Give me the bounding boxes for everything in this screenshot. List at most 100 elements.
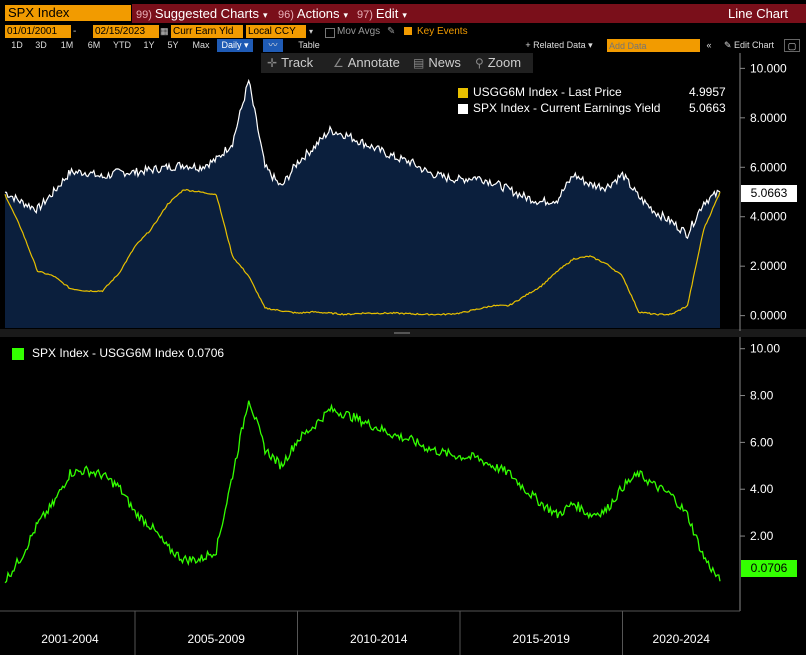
legend-swatch-treasury xyxy=(458,88,468,98)
timeframe-1m[interactable]: 1M xyxy=(60,40,74,50)
legend-swatch-earnings xyxy=(458,104,468,114)
caret-down-icon: ▾ xyxy=(262,10,268,20)
timeframe-bar: 1D 3D 1M 6M YTD 1Y 5Y Max Daily ▾ 〰 Tabl… xyxy=(0,39,806,53)
track-label: Track xyxy=(281,55,314,70)
y-tick-label: 2.00 xyxy=(750,529,774,543)
field-select[interactable]: Curr Earn Yld xyxy=(171,25,243,38)
date-separator: - xyxy=(73,26,77,37)
double-chevron-left-icon[interactable]: « xyxy=(706,40,712,50)
x-axis-label: 2005-2009 xyxy=(188,632,246,646)
daily-label: Daily xyxy=(221,40,242,50)
y-tick-label: 6.0000 xyxy=(750,160,787,174)
y-tick-label: 8.0000 xyxy=(750,111,787,125)
menu-suggested-charts[interactable]: 99) Suggested Charts ▾ xyxy=(136,4,276,23)
upper-legend: USGG6M Index - Last Price 4.9957 SPX Ind… xyxy=(452,83,735,120)
x-axis-label: 2001-2004 xyxy=(41,632,99,646)
add-data-input[interactable] xyxy=(607,39,700,52)
pencil-icon: ✎ xyxy=(723,40,732,50)
command-bar: SPX Index 99) Suggested Charts ▾ 96) Action… xyxy=(0,4,806,23)
key-events-label[interactable]: Key Events xyxy=(417,26,468,37)
upper-y-ticks: 10.000 8.0000 6.0000 4.0000 2.0000 0.0000 xyxy=(740,61,787,323)
menu-actions[interactable]: 96) Actions ▾ xyxy=(278,4,354,23)
menu-number: 97) xyxy=(357,9,373,21)
calendar-icon[interactable]: ▦ xyxy=(160,26,169,36)
legend-value-treasury: 4.9957 xyxy=(689,85,726,99)
upper-last-value: 5.0663 xyxy=(741,185,797,202)
checkbox-checked-icon[interactable] xyxy=(404,27,412,35)
y-tick-label: 8.00 xyxy=(750,389,774,403)
legend-label-treasury: USGG6M Index - Last Price xyxy=(473,85,622,99)
y-tick-label: 4.00 xyxy=(750,482,774,496)
spread-line xyxy=(4,400,721,584)
menu-number: 96) xyxy=(278,9,294,21)
y-tick-label: 4.0000 xyxy=(750,210,787,224)
start-date-field[interactable]: 01/01/2001 xyxy=(5,25,71,38)
spread-label-value: 0.0706 xyxy=(187,346,225,360)
timeframe-daily[interactable]: Daily ▾ xyxy=(217,39,253,52)
end-date-field[interactable]: 02/15/2023 xyxy=(93,25,159,38)
legend-label-spread: SPX Index - USGG6M Index 0.0706 xyxy=(32,346,224,360)
caret-down-icon: ▾ xyxy=(402,10,407,20)
legend-swatch-spread xyxy=(12,348,24,360)
annotate-label: Annotate xyxy=(347,55,400,70)
lower-last-value: 0.0706 xyxy=(741,560,797,577)
view-title: Line Chart xyxy=(728,4,798,23)
y-tick-label: 6.00 xyxy=(750,435,774,449)
track-button[interactable]: ✛ Track xyxy=(267,53,313,73)
menu-label: Actions xyxy=(296,6,340,21)
annotate-button[interactable]: ∠ Annotate xyxy=(333,53,400,73)
x-axis-label: 2015-2019 xyxy=(513,632,571,646)
earnings-yield-area xyxy=(5,80,720,328)
edit-chart-button[interactable]: ✎ Edit Chart xyxy=(718,39,780,52)
menu-label: Suggested Charts xyxy=(154,6,259,21)
legend-value-earnings: 5.0663 xyxy=(689,101,726,115)
x-axis-labels: 2001-2004 2005-2009 2010-2014 2015-2019 2020… xyxy=(41,611,710,655)
related-data-button[interactable]: + Related Data ▾ xyxy=(525,40,593,50)
timeframe-6m[interactable]: 6M xyxy=(87,40,101,50)
timeframe-1d[interactable]: 1D xyxy=(11,40,23,50)
search-icon: ⚲ xyxy=(475,56,484,70)
y-tick-label: 10.00 xyxy=(750,342,780,356)
menu-edit[interactable]: 97) Edit ▾ xyxy=(357,4,417,23)
currency-select[interactable]: Local CCY xyxy=(246,25,306,38)
title-strip xyxy=(0,0,806,4)
related-data-label: + Related Data xyxy=(525,40,586,50)
spread-label-text: SPX Index - USGG6M Index xyxy=(32,346,185,360)
table-button[interactable]: Table xyxy=(298,40,320,50)
timeframe-ytd[interactable]: YTD xyxy=(113,40,131,50)
caret-down-icon: ▾ xyxy=(343,10,349,20)
zoom-button[interactable]: ⚲ Zoom xyxy=(475,53,521,73)
chart-toolbar: ✛ Track ∠ Annotate ▤ News ⚲ Zoom xyxy=(261,53,533,73)
treasury-6m-line xyxy=(4,188,721,316)
news-label: News xyxy=(428,55,461,70)
menu-number: 99) xyxy=(136,9,152,21)
timeframe-1y[interactable]: 1Y xyxy=(143,40,155,50)
x-axis-label: 2010-2014 xyxy=(350,632,408,646)
crosshair-icon: ✛ xyxy=(267,56,278,70)
params-bar: 01/01/2001 - 02/15/2023 ▦ Curr Earn Yld … xyxy=(0,24,806,39)
y-tick-label: 0.0000 xyxy=(750,309,787,323)
news-button[interactable]: ▤ News xyxy=(413,53,461,73)
annotate-icon: ∠ xyxy=(333,56,344,70)
timeframe-5y[interactable]: 5Y xyxy=(167,40,179,50)
timeframe-3d[interactable]: 3D xyxy=(35,40,47,50)
edit-chart-label: Edit Chart xyxy=(734,40,775,50)
news-icon: ▤ xyxy=(413,56,425,70)
earnings-yield-line xyxy=(4,78,721,240)
divider-handle-icon[interactable] xyxy=(394,332,410,334)
x-axis-label: 2020-2024 xyxy=(653,632,711,646)
timeframe-max[interactable]: Max xyxy=(192,40,210,50)
y-tick-label: 10.000 xyxy=(750,61,787,75)
zoom-label: Zoom xyxy=(487,55,522,70)
line-chart-icon[interactable]: 〰 xyxy=(263,39,283,52)
mov-avgs-label[interactable]: Mov Avgs xyxy=(337,26,381,37)
dropdown-arrow-icon[interactable]: ▾ xyxy=(309,27,314,36)
checkbox-icon[interactable] xyxy=(325,28,335,38)
legend-label-earnings: SPX Index - Current Earnings Yield xyxy=(473,101,661,115)
ticker-field[interactable]: SPX Index xyxy=(5,5,131,21)
expand-icon[interactable]: ▢ xyxy=(784,39,800,52)
y-tick-label: 2.0000 xyxy=(750,259,787,273)
menu-label: Edit xyxy=(375,6,399,21)
pencil-icon[interactable]: ✎ xyxy=(387,26,396,37)
lower-y-ticks: 10.00 8.00 6.00 4.00 2.00 xyxy=(740,342,780,543)
